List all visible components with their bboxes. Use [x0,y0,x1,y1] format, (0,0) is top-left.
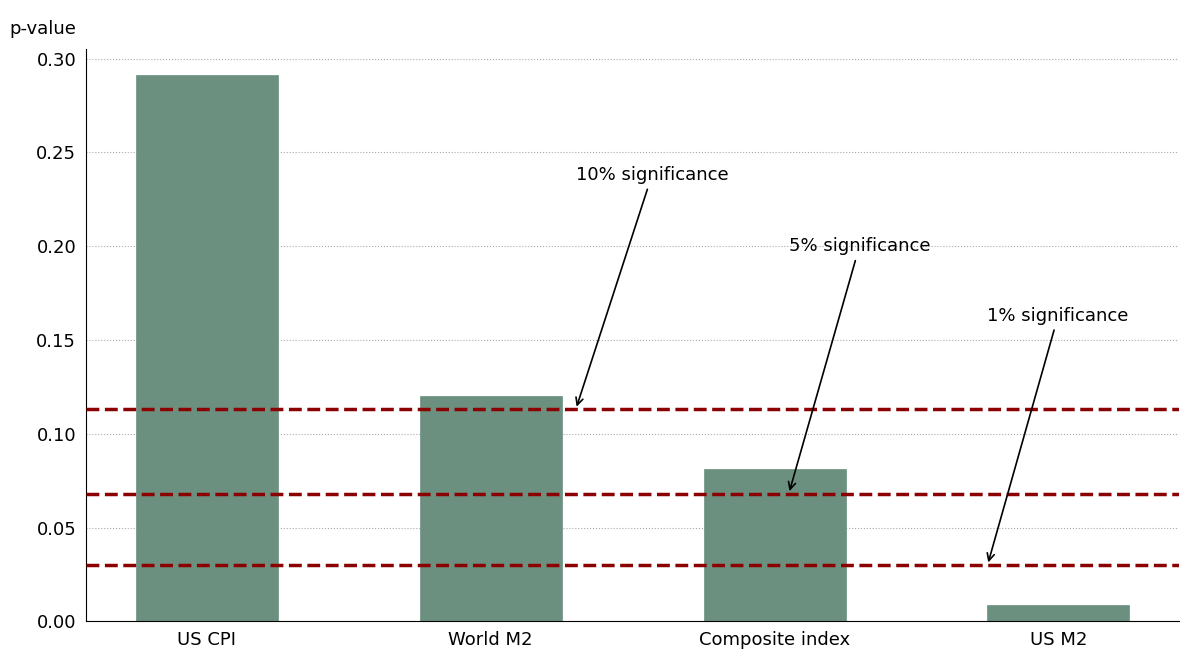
Text: p-value: p-value [10,19,77,38]
Text: 1% significance: 1% significance [988,307,1129,561]
Bar [420,396,562,622]
Bar [988,604,1129,622]
Bar [703,470,846,622]
Text: 10% significance: 10% significance [576,166,728,405]
Text: 5% significance: 5% significance [788,237,930,489]
Bar [136,76,277,622]
